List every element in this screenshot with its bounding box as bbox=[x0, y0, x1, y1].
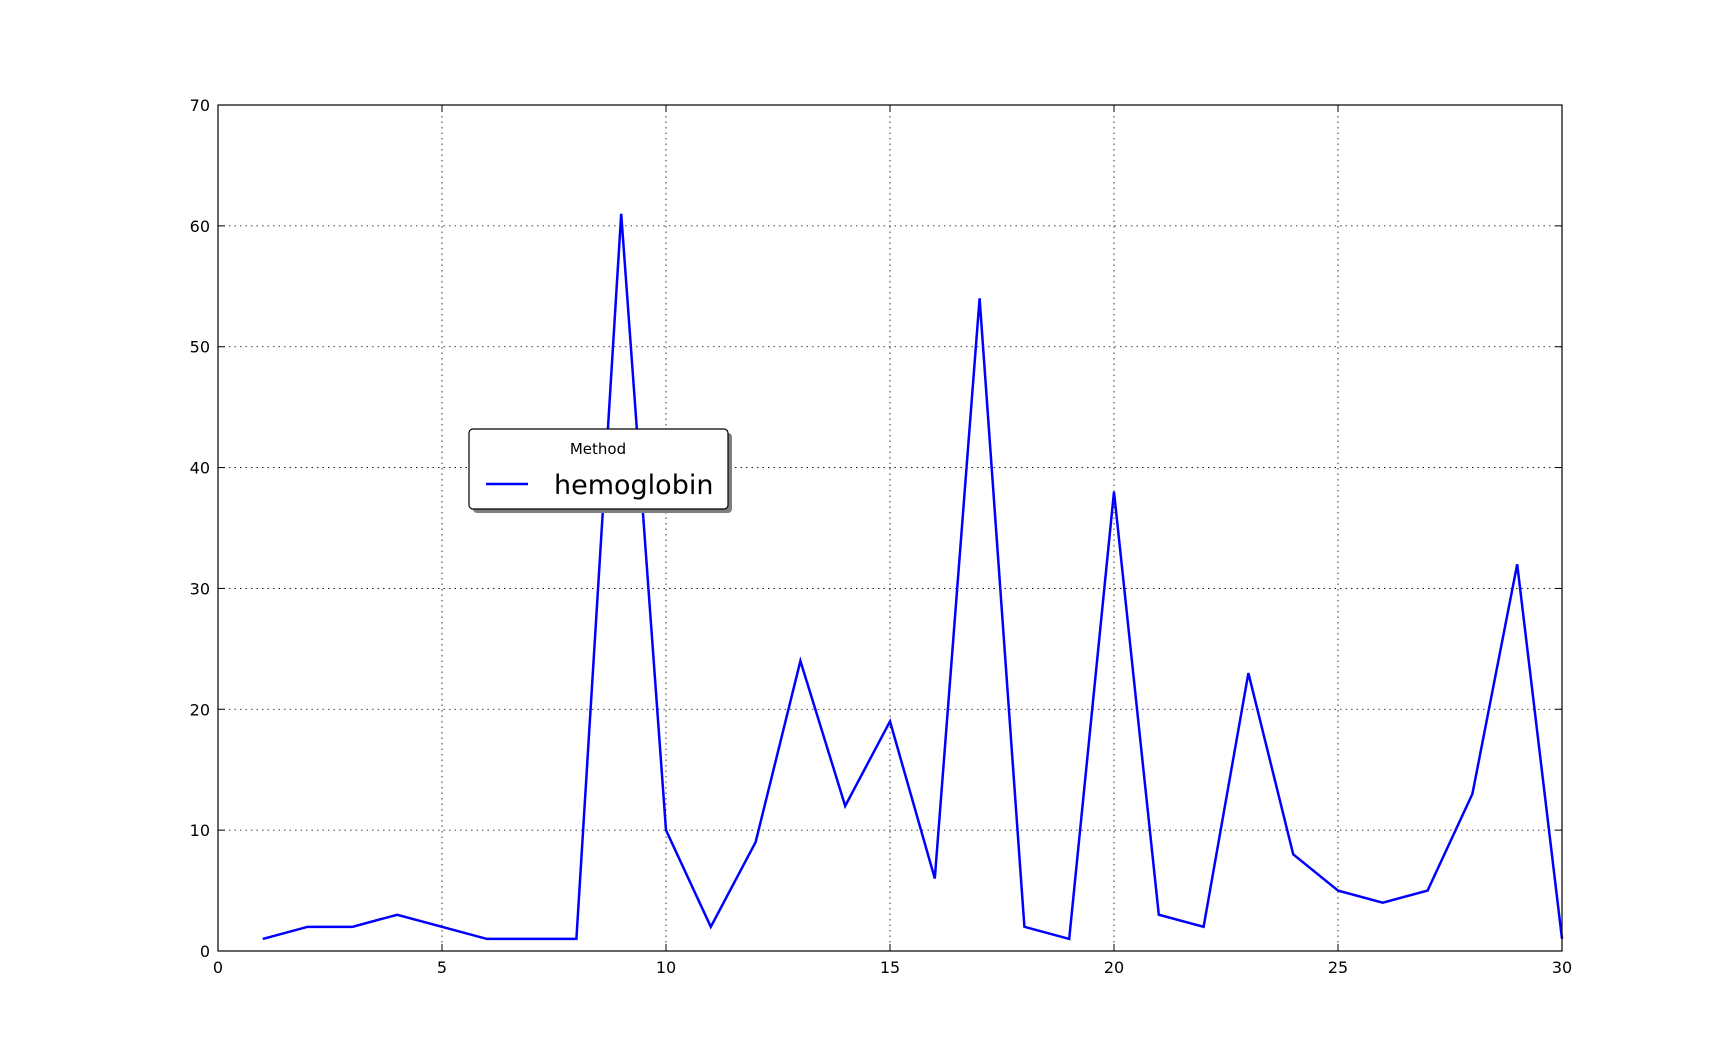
x-tick-label: 5 bbox=[437, 958, 447, 977]
y-tick-label: 0 bbox=[200, 942, 210, 961]
legend-entry-hemoglobin: hemoglobin bbox=[554, 470, 713, 501]
x-tick-label: 30 bbox=[1552, 958, 1572, 977]
y-tick-label: 60 bbox=[190, 217, 210, 236]
legend: Method hemoglobin bbox=[469, 429, 732, 513]
x-tick-label: 10 bbox=[656, 958, 676, 977]
y-tick-label: 70 bbox=[190, 96, 210, 115]
y-tick-label: 30 bbox=[190, 579, 210, 598]
grid bbox=[218, 105, 1562, 951]
y-tick-label: 40 bbox=[190, 459, 210, 478]
y-tick-label: 50 bbox=[190, 338, 210, 357]
x-tick-label: 25 bbox=[1328, 958, 1348, 977]
y-tick-label: 10 bbox=[190, 821, 210, 840]
x-tick-label: 0 bbox=[213, 958, 223, 977]
x-tick-label: 15 bbox=[880, 958, 900, 977]
y-tick-label: 20 bbox=[190, 700, 210, 719]
tick-layer: 0 5 10 15 20 25 30 0 10 20 30 40 50 60 70 bbox=[190, 96, 1573, 977]
x-tick-label: 20 bbox=[1104, 958, 1124, 977]
legend-title: Method bbox=[570, 440, 626, 458]
